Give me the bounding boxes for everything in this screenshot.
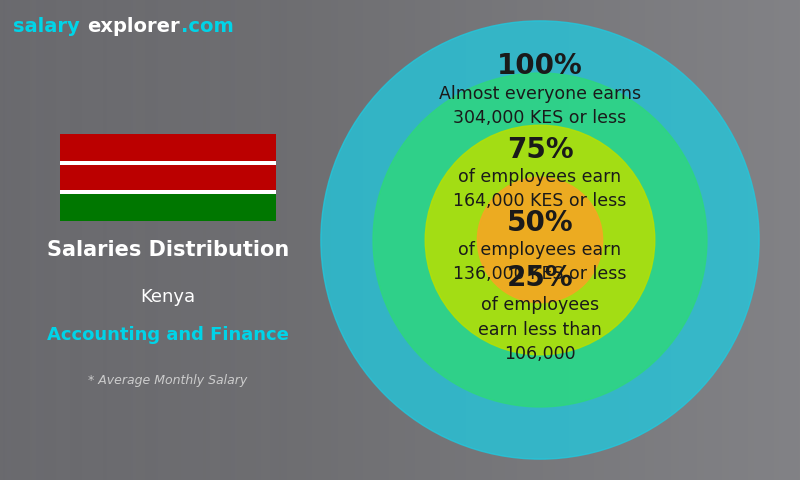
FancyBboxPatch shape <box>61 161 275 165</box>
Text: salary: salary <box>14 17 80 36</box>
Text: 25%: 25% <box>506 264 574 292</box>
Circle shape <box>426 125 654 355</box>
Text: .com: .com <box>182 17 234 36</box>
Circle shape <box>373 73 707 407</box>
Text: explorer: explorer <box>87 17 180 36</box>
Circle shape <box>478 178 602 302</box>
Circle shape <box>321 21 759 459</box>
Text: Accounting and Finance: Accounting and Finance <box>47 326 289 345</box>
FancyBboxPatch shape <box>61 191 275 194</box>
FancyBboxPatch shape <box>61 192 275 221</box>
Text: Kenya: Kenya <box>141 288 195 306</box>
Text: Almost everyone earns
304,000 KES or less: Almost everyone earns 304,000 KES or les… <box>439 84 641 127</box>
Text: 100%: 100% <box>497 52 583 80</box>
FancyBboxPatch shape <box>61 134 275 221</box>
FancyBboxPatch shape <box>61 134 275 163</box>
Text: 75%: 75% <box>506 136 574 164</box>
Text: of employees earn
136,000 KES or less: of employees earn 136,000 KES or less <box>454 241 626 283</box>
Text: of employees earn
164,000 KES or less: of employees earn 164,000 KES or less <box>454 168 626 210</box>
Text: of employees
earn less than
106,000: of employees earn less than 106,000 <box>478 296 602 363</box>
Text: Salaries Distribution: Salaries Distribution <box>47 240 289 260</box>
Text: * Average Monthly Salary: * Average Monthly Salary <box>88 374 248 387</box>
FancyBboxPatch shape <box>61 165 275 190</box>
Text: 50%: 50% <box>506 209 574 237</box>
